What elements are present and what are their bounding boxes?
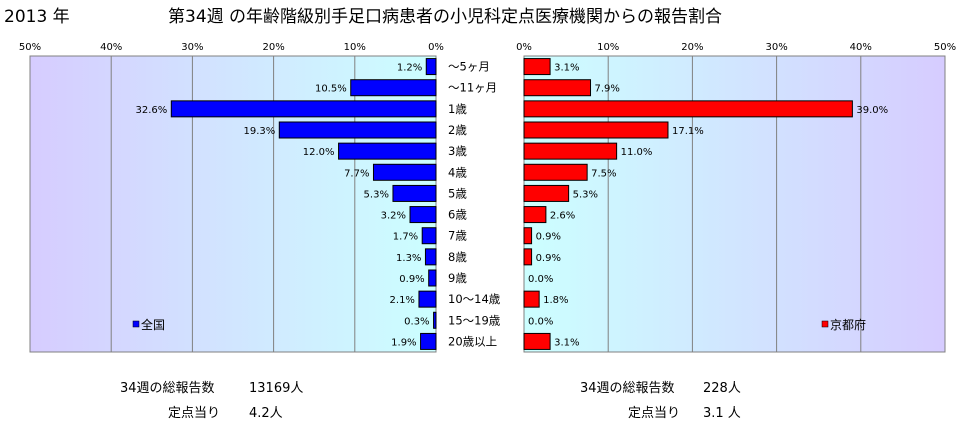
value-label-kyoto: 2.6%: [550, 211, 575, 222]
bar-national: [350, 79, 437, 97]
bar-kyoto: [523, 58, 551, 76]
value-label-national: 5.3%: [364, 189, 389, 200]
value-label-kyoto: 7.5%: [591, 168, 616, 179]
category-label: 10～14歳: [448, 292, 501, 306]
kyoto-total-value: 228人: [703, 381, 741, 396]
bar-kyoto: [523, 227, 533, 245]
x-tick-label-kyoto: 10%: [597, 42, 619, 53]
bar-national: [338, 142, 437, 160]
national-total-value: 13169人: [249, 381, 304, 396]
chart-title: 第34週 の年齢階級別手足口病患者の小児科定点医療機関からの報告割合: [168, 7, 723, 27]
value-label-national: 1.7%: [393, 232, 418, 243]
bar-kyoto: [523, 184, 570, 202]
x-tick-label-kyoto: 0%: [516, 42, 532, 53]
bar-national: [278, 121, 437, 139]
category-label: 20歳以上: [448, 334, 497, 348]
x-tick-label-kyoto: 40%: [850, 42, 872, 53]
x-tick-label-national: 20%: [262, 42, 284, 53]
bar-national: [409, 206, 437, 224]
category-label: 6歳: [448, 208, 467, 222]
bar-kyoto: [523, 79, 592, 97]
kyoto-total-label: 34週の総報告数: [580, 381, 675, 396]
value-label-national: 32.6%: [136, 105, 168, 116]
value-label-national: 1.9%: [391, 337, 416, 348]
bar-national: [420, 332, 437, 350]
bar-kyoto: [523, 332, 551, 350]
bar-national: [170, 100, 437, 118]
legend-label-national: 全国: [141, 317, 165, 332]
category-label: 5歳: [448, 186, 467, 200]
value-label-national: 2.1%: [390, 295, 415, 306]
chart-year: 2013 年: [4, 7, 70, 27]
bar-kyoto: [523, 206, 547, 224]
x-tick-label-national: 10%: [344, 42, 366, 53]
value-label-kyoto: 5.3%: [573, 189, 598, 200]
value-label-national: 3.2%: [381, 211, 406, 222]
bar-national: [425, 58, 437, 76]
category-label: 7歳: [448, 229, 467, 243]
category-label: 2歳: [448, 123, 467, 137]
value-label-national: 7.7%: [344, 168, 369, 179]
value-label-kyoto: 7.9%: [595, 84, 620, 95]
x-tick-label-kyoto: 20%: [681, 42, 703, 53]
x-tick-label-kyoto: 50%: [934, 42, 956, 53]
value-label-kyoto: 17.1%: [672, 126, 704, 137]
value-label-kyoto: 0.9%: [536, 253, 561, 264]
value-label-kyoto: 0.9%: [536, 232, 561, 243]
category-label: ～5ヶ月: [448, 60, 490, 74]
value-label-national: 1.2%: [397, 63, 422, 74]
value-label-kyoto: 39.0%: [856, 105, 888, 116]
value-label-national: 0.3%: [404, 316, 429, 327]
value-label-kyoto: 3.1%: [554, 337, 579, 348]
national-per-point-value: 4.2人: [249, 406, 283, 421]
national-total-label: 34週の総報告数: [120, 381, 215, 396]
category-label: 15～19歳: [448, 313, 501, 327]
bar-national: [421, 227, 437, 245]
legend-swatch-kyoto: [821, 320, 829, 328]
x-tick-label-national: 50%: [19, 42, 41, 53]
bar-kyoto: [523, 248, 533, 266]
value-label-kyoto: 11.0%: [621, 147, 653, 158]
x-tick-label-national: 40%: [100, 42, 122, 53]
value-label-national: 0.9%: [399, 274, 424, 285]
x-tick-label-kyoto: 30%: [765, 42, 787, 53]
value-label-kyoto: 1.8%: [543, 295, 568, 306]
bar-national: [424, 248, 437, 266]
category-label: 4歳: [448, 165, 467, 179]
bar-national: [433, 311, 437, 329]
value-label-national: 12.0%: [303, 147, 335, 158]
legend-swatch-national: [132, 320, 140, 328]
legend-label-kyoto: 京都府: [830, 317, 866, 332]
bar-national: [392, 184, 437, 202]
bar-national: [428, 269, 437, 287]
kyoto-per-point-label: 定点当り: [628, 406, 681, 421]
bar-kyoto: [523, 142, 618, 160]
value-label-kyoto: 0.0%: [528, 316, 553, 327]
national-per-point-label: 定点当り: [168, 406, 221, 421]
value-label-national: 10.5%: [315, 84, 347, 95]
pyramid-chart: 50% 0% 40% 10% 30% 20% 20% 30% 10% 40% 0% 50% 1.2% 3.…: [19, 42, 956, 353]
value-label-national: 1.3%: [396, 253, 421, 264]
bar-kyoto: [523, 121, 669, 139]
kyoto-per-point-value: 3.1 人: [703, 406, 741, 421]
bar-kyoto: [523, 290, 540, 308]
value-label-national: 19.3%: [244, 126, 276, 137]
bar-national: [418, 290, 437, 308]
category-label: 3歳: [448, 144, 467, 158]
bar-kyoto: [523, 100, 853, 118]
bar-kyoto: [523, 163, 588, 181]
category-label: 9歳: [448, 271, 467, 285]
bar-national: [372, 163, 437, 181]
value-label-kyoto: 3.1%: [554, 63, 579, 74]
x-tick-label-national: 0%: [428, 42, 444, 53]
value-label-kyoto: 0.0%: [528, 274, 553, 285]
category-label: 1歳: [448, 102, 467, 116]
x-tick-label-national: 30%: [181, 42, 203, 53]
category-label: ～11ヶ月: [448, 81, 497, 95]
category-label: 8歳: [448, 250, 467, 264]
